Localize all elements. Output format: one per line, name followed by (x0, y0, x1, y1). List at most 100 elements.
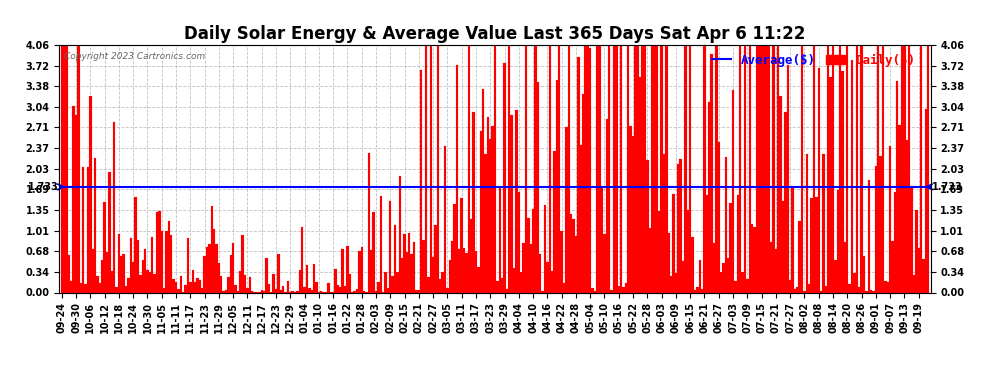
Bar (413, 242, 415, 292)
Bar (213, 229, 215, 292)
Bar (850, 60, 853, 292)
Bar (175, 282, 177, 292)
Bar (455, 65, 458, 292)
Bar (818, 68, 820, 292)
Bar (403, 234, 406, 292)
Bar (653, 45, 655, 292)
Bar (655, 45, 658, 292)
Bar (923, 259, 925, 292)
Bar (430, 45, 432, 292)
Bar (491, 126, 494, 292)
Bar (396, 272, 399, 292)
Bar (689, 45, 691, 292)
Bar (737, 195, 739, 292)
Bar (525, 45, 527, 292)
Bar (874, 166, 877, 292)
Bar (867, 180, 870, 292)
Bar (187, 238, 189, 292)
Bar (827, 45, 830, 292)
Bar (520, 272, 523, 292)
Bar (263, 291, 265, 292)
Bar (667, 233, 670, 292)
Bar (770, 242, 772, 292)
Bar (460, 198, 463, 292)
Bar (346, 246, 348, 292)
Bar (539, 254, 542, 292)
Bar (151, 237, 153, 292)
Bar (777, 45, 779, 292)
Bar (799, 221, 801, 292)
Bar (399, 176, 401, 292)
Bar (242, 236, 244, 292)
Bar (906, 140, 908, 292)
Bar (596, 45, 599, 292)
Bar (123, 254, 125, 292)
Bar (172, 279, 175, 292)
Bar (532, 209, 535, 292)
Bar (439, 279, 442, 292)
Bar (815, 197, 818, 292)
Bar (344, 286, 346, 292)
Bar (101, 260, 103, 292)
Bar (451, 242, 453, 292)
Bar (220, 276, 223, 292)
Bar (839, 45, 842, 292)
Bar (144, 249, 147, 292)
Bar (291, 291, 294, 292)
Bar (501, 278, 503, 292)
Bar (244, 274, 247, 292)
Bar (132, 262, 135, 292)
Bar (872, 291, 874, 292)
Bar (632, 136, 635, 292)
Bar (360, 247, 363, 292)
Bar (843, 242, 846, 292)
Bar (782, 201, 784, 292)
Bar (367, 153, 370, 292)
Bar (111, 272, 113, 292)
Bar (648, 228, 650, 292)
Bar (306, 265, 308, 292)
Bar (494, 45, 496, 292)
Bar (772, 45, 775, 292)
Bar (548, 45, 551, 292)
Bar (167, 221, 170, 292)
Bar (91, 249, 94, 292)
Bar (487, 117, 489, 292)
Bar (67, 255, 70, 292)
Bar (650, 45, 653, 292)
Bar (342, 249, 344, 292)
Bar (679, 159, 682, 292)
Bar (618, 286, 620, 292)
Bar (425, 45, 427, 292)
Bar (639, 77, 642, 292)
Bar (718, 142, 720, 292)
Bar (327, 283, 330, 292)
Bar (591, 288, 594, 292)
Bar (315, 282, 318, 292)
Legend: Average($), Daily($): Average($), Daily($) (708, 49, 920, 72)
Bar (191, 270, 194, 292)
Bar (208, 244, 211, 292)
Bar (870, 290, 872, 292)
Bar (518, 192, 520, 292)
Bar (899, 125, 901, 292)
Bar (791, 188, 794, 292)
Bar (784, 112, 787, 292)
Bar (435, 225, 437, 292)
Bar (301, 227, 303, 292)
Bar (615, 45, 618, 292)
Bar (508, 45, 511, 292)
Bar (128, 278, 130, 292)
Bar (479, 131, 482, 292)
Bar (546, 262, 548, 292)
Bar (530, 244, 532, 292)
Bar (601, 186, 603, 292)
Bar (348, 274, 351, 292)
Bar (84, 284, 87, 292)
Bar (579, 145, 582, 292)
Bar (384, 272, 387, 292)
Bar (860, 45, 862, 292)
Bar (694, 290, 696, 292)
Bar (920, 45, 923, 292)
Bar (223, 291, 225, 292)
